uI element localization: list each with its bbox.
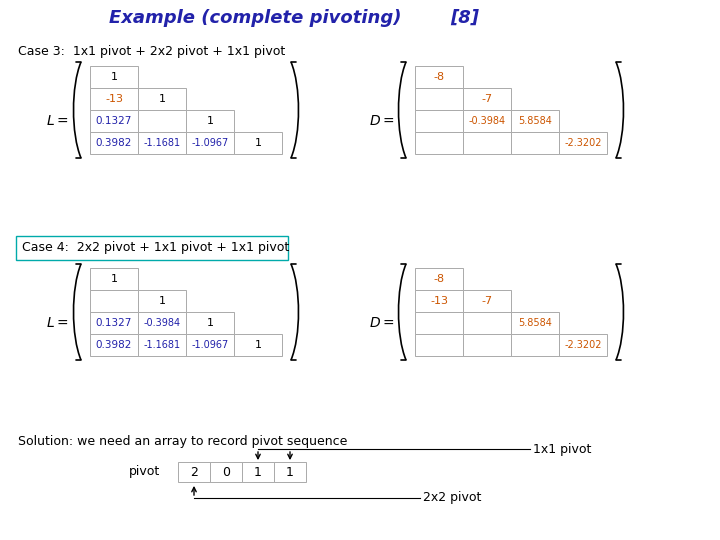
Text: pivot: pivot bbox=[129, 465, 160, 478]
Text: 1: 1 bbox=[110, 72, 117, 82]
Bar bbox=[138, 334, 186, 356]
Bar bbox=[415, 290, 463, 312]
Text: 1: 1 bbox=[254, 340, 261, 350]
Bar bbox=[415, 334, 463, 356]
Bar bbox=[463, 132, 511, 154]
Text: 1: 1 bbox=[158, 94, 166, 104]
Text: $L=$: $L=$ bbox=[46, 114, 68, 128]
Text: [8]: [8] bbox=[451, 9, 480, 27]
Bar bbox=[210, 462, 242, 482]
Bar bbox=[463, 334, 511, 356]
Bar bbox=[234, 132, 282, 154]
Text: -7: -7 bbox=[482, 94, 492, 104]
Text: 0.1327: 0.1327 bbox=[96, 116, 132, 126]
Text: -0.3984: -0.3984 bbox=[469, 116, 505, 126]
Bar bbox=[90, 110, 138, 132]
FancyBboxPatch shape bbox=[16, 236, 288, 260]
Bar bbox=[138, 312, 186, 334]
Text: -2.3202: -2.3202 bbox=[564, 340, 602, 350]
Bar bbox=[90, 132, 138, 154]
Bar bbox=[511, 132, 559, 154]
Text: 2: 2 bbox=[190, 465, 198, 478]
Bar bbox=[242, 462, 274, 482]
Text: 2x2 pivot: 2x2 pivot bbox=[423, 491, 482, 504]
Text: -0.3984: -0.3984 bbox=[143, 318, 181, 328]
Text: 1: 1 bbox=[207, 116, 214, 126]
Bar bbox=[511, 334, 559, 356]
Bar bbox=[415, 66, 463, 88]
Bar bbox=[138, 132, 186, 154]
Bar bbox=[90, 66, 138, 88]
Bar bbox=[186, 110, 234, 132]
Text: -1.1681: -1.1681 bbox=[143, 340, 181, 350]
Bar bbox=[463, 312, 511, 334]
Bar bbox=[138, 110, 186, 132]
Bar bbox=[178, 462, 210, 482]
Bar bbox=[415, 268, 463, 290]
Text: $D=$: $D=$ bbox=[369, 316, 395, 330]
Text: 0.3982: 0.3982 bbox=[96, 138, 132, 148]
Bar bbox=[186, 334, 234, 356]
Bar bbox=[463, 110, 511, 132]
Bar bbox=[463, 290, 511, 312]
Bar bbox=[415, 132, 463, 154]
Text: 0: 0 bbox=[222, 465, 230, 478]
Text: 1: 1 bbox=[158, 296, 166, 306]
Bar bbox=[90, 290, 138, 312]
Text: $L=$: $L=$ bbox=[46, 316, 68, 330]
Text: -7: -7 bbox=[482, 296, 492, 306]
Bar bbox=[511, 110, 559, 132]
Bar bbox=[415, 312, 463, 334]
Bar bbox=[138, 88, 186, 110]
Text: -13: -13 bbox=[430, 296, 448, 306]
Bar bbox=[415, 88, 463, 110]
Bar bbox=[186, 132, 234, 154]
Text: 0.1327: 0.1327 bbox=[96, 318, 132, 328]
Bar bbox=[274, 462, 306, 482]
Bar bbox=[511, 312, 559, 334]
Text: -2.3202: -2.3202 bbox=[564, 138, 602, 148]
Text: 1: 1 bbox=[207, 318, 214, 328]
Bar bbox=[463, 88, 511, 110]
Bar bbox=[234, 334, 282, 356]
Bar bbox=[559, 334, 607, 356]
Text: -1.0967: -1.0967 bbox=[192, 138, 229, 148]
Bar bbox=[559, 132, 607, 154]
Text: -1.1681: -1.1681 bbox=[143, 138, 181, 148]
Bar bbox=[415, 110, 463, 132]
Text: -13: -13 bbox=[105, 94, 123, 104]
Text: Case 4:  2x2 pivot + 1x1 pivot + 1x1 pivot: Case 4: 2x2 pivot + 1x1 pivot + 1x1 pivo… bbox=[22, 241, 289, 254]
Text: 1x1 pivot: 1x1 pivot bbox=[533, 442, 591, 456]
Text: 1: 1 bbox=[254, 138, 261, 148]
Bar bbox=[90, 312, 138, 334]
Text: -1.0967: -1.0967 bbox=[192, 340, 229, 350]
Bar bbox=[90, 88, 138, 110]
Text: 5.8584: 5.8584 bbox=[518, 116, 552, 126]
Text: -8: -8 bbox=[433, 274, 444, 284]
Bar bbox=[138, 290, 186, 312]
Text: -8: -8 bbox=[433, 72, 444, 82]
Text: 1: 1 bbox=[286, 465, 294, 478]
Bar bbox=[186, 312, 234, 334]
Text: Case 3:  1x1 pivot + 2x2 pivot + 1x1 pivot: Case 3: 1x1 pivot + 2x2 pivot + 1x1 pivo… bbox=[18, 45, 285, 58]
Text: Example (complete pivoting): Example (complete pivoting) bbox=[109, 9, 401, 27]
Bar bbox=[90, 268, 138, 290]
Text: 5.8584: 5.8584 bbox=[518, 318, 552, 328]
Bar bbox=[90, 334, 138, 356]
Text: 0.3982: 0.3982 bbox=[96, 340, 132, 350]
Text: 1: 1 bbox=[254, 465, 262, 478]
Text: $D=$: $D=$ bbox=[369, 114, 395, 128]
Text: Solution: we need an array to record pivot sequence: Solution: we need an array to record piv… bbox=[18, 435, 347, 449]
Text: 1: 1 bbox=[110, 274, 117, 284]
